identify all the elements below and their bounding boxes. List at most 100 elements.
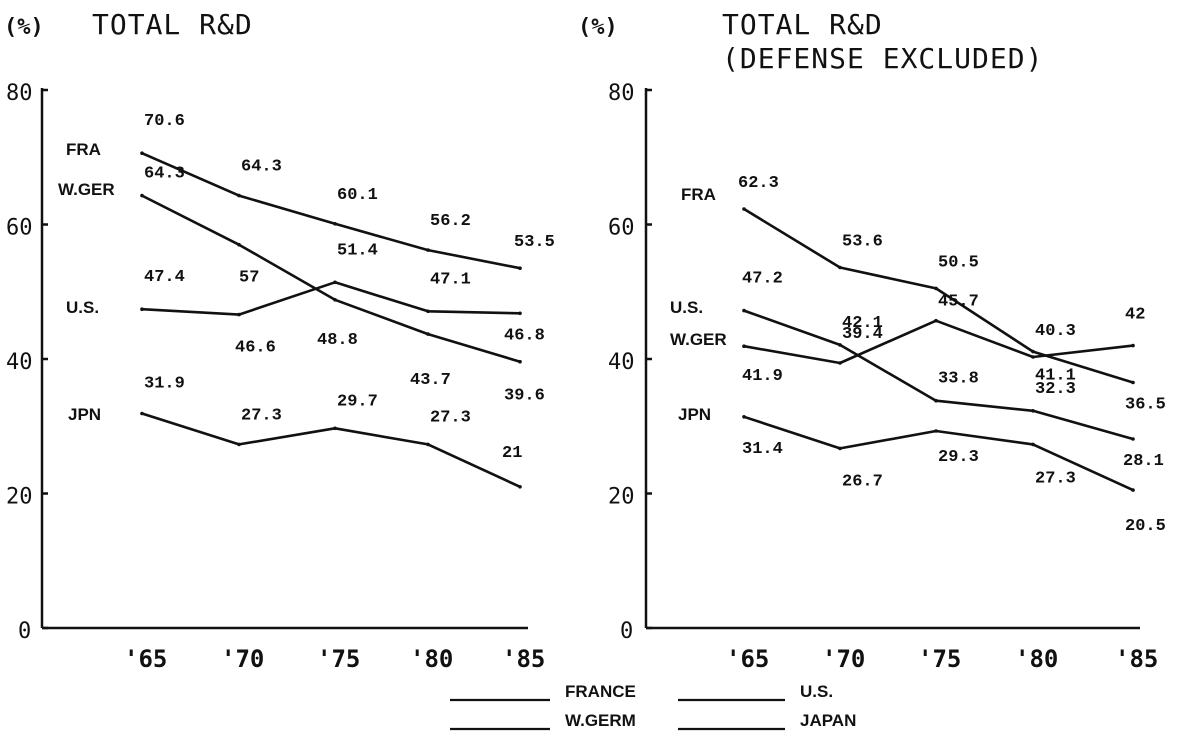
- right-data-point-fra: [838, 265, 842, 270]
- right-data-label-jpn: 29.3: [938, 448, 979, 467]
- right-y-tick-label: 40: [608, 350, 635, 375]
- right-x-tick-label: '75: [918, 645, 961, 673]
- left-data-label-fra: 64.3: [241, 158, 282, 177]
- left-data-label-u-s: 47.1: [430, 270, 471, 289]
- right-series-name-jpn: JPN: [678, 405, 711, 424]
- left-series-name-w-ger: W.GER: [58, 180, 115, 199]
- left-data-point-fra: [140, 151, 144, 155]
- right-data-point-fra: [1031, 349, 1035, 354]
- left-data-label-w-ger: 64.3: [144, 165, 185, 184]
- left-data-point-u-s: [518, 311, 522, 316]
- left-data-point-fra: [237, 193, 241, 198]
- right-data-point-jpn: [838, 446, 842, 451]
- right-data-label-u-s: 32.3: [1035, 380, 1076, 399]
- right-y-tick-label: 20: [608, 485, 635, 510]
- legend-label-japan: JAPAN: [800, 711, 856, 730]
- right-data-label-u-s: 28.1: [1123, 452, 1164, 471]
- legend-label-france: FRANCE: [565, 682, 636, 701]
- right-unit-label: (%): [578, 15, 618, 40]
- right-data-label-u-s: 47.2: [742, 270, 783, 289]
- right-data-label-fra: 53.6: [842, 233, 883, 252]
- right-data-label-w-ger: 41.9: [742, 367, 783, 386]
- left-x-tick-label: '85: [502, 645, 545, 673]
- left-series-name-fra: FRA: [66, 140, 101, 159]
- left-data-label-jpn: 31.9: [144, 374, 185, 393]
- right-data-point-w-ger: [1131, 343, 1135, 348]
- right-y-tick-label: 80: [608, 81, 635, 106]
- left-x-tick-label: '70: [221, 645, 264, 673]
- left-data-point-u-s: [140, 307, 144, 312]
- left-data-point-fra: [518, 266, 522, 271]
- left-data-label-jpn: 21: [502, 444, 522, 463]
- left-series-name-jpn: JPN: [68, 405, 101, 424]
- left-data-label-w-ger: 43.7: [410, 371, 451, 390]
- left-data-point-w-ger: [333, 298, 337, 302]
- left-data-label-w-ger: 57: [239, 269, 259, 288]
- left-data-point-u-s: [333, 280, 337, 285]
- right-data-label-fra: 36.5: [1125, 396, 1166, 415]
- right-data-point-u-s: [742, 308, 746, 313]
- right-data-point-w-ger: [1031, 355, 1035, 359]
- left-data-point-jpn: [333, 426, 337, 431]
- left-series-line-fra: [141, 152, 521, 270]
- right-data-label-jpn: 20.5: [1125, 517, 1166, 536]
- right-data-point-jpn: [934, 429, 938, 433]
- left-y-tick-label: 80: [6, 81, 33, 106]
- right-data-label-jpn: 27.3: [1035, 469, 1076, 488]
- right-data-label-u-s: 42.1: [842, 314, 883, 333]
- left-data-label-u-s: 46.8: [504, 326, 545, 345]
- right-data-point-u-s: [1031, 409, 1035, 413]
- right-data-point-u-s: [1131, 437, 1135, 441]
- right-data-label-w-ger: 42: [1125, 306, 1145, 325]
- left-y-tick-label: 20: [6, 485, 33, 510]
- left-y-tick-label: 0: [18, 619, 31, 644]
- left-data-label-jpn: 29.7: [337, 392, 378, 411]
- right-chart-title: TOTAL R&D: [722, 8, 883, 41]
- right-data-point-fra: [1131, 380, 1135, 385]
- right-data-label-fra: 50.5: [938, 253, 979, 272]
- right-data-point-jpn: [1131, 488, 1135, 492]
- right-series-name-w-ger: W.GER: [670, 330, 727, 349]
- right-data-label-w-ger: 40.3: [1035, 322, 1076, 341]
- left-data-point-jpn: [518, 485, 522, 489]
- left-data-label-jpn: 27.3: [241, 406, 282, 425]
- right-data-point-w-ger: [934, 318, 938, 323]
- left-data-label-fra: 53.5: [514, 233, 555, 252]
- right-series-name-u-s: U.S.: [670, 298, 703, 317]
- right-data-point-u-s: [838, 343, 842, 347]
- right-series-name-fra: FRA: [681, 185, 716, 204]
- right-y-tick-label: 60: [608, 216, 635, 241]
- right-data-label-jpn: 26.7: [842, 472, 883, 491]
- right-data-label-w-ger: 45.7: [938, 293, 979, 312]
- right-data-point-fra: [934, 286, 938, 291]
- left-data-label-fra: 70.6: [144, 112, 185, 131]
- right-data-point-jpn: [1031, 442, 1035, 447]
- left-data-point-w-ger: [140, 193, 144, 198]
- right-data-label-fra: 41.1: [1035, 367, 1076, 386]
- left-data-label-fra: 60.1: [337, 186, 378, 205]
- right-chart-subtitle: (DEFENSE EXCLUDED): [722, 42, 1043, 75]
- left-unit-label: (%): [4, 15, 44, 40]
- left-data-point-u-s: [426, 309, 430, 314]
- right-data-label-fra: 62.3: [738, 174, 779, 193]
- right-x-tick-label: '85: [1115, 645, 1158, 673]
- left-data-point-jpn: [237, 442, 241, 447]
- right-data-label-w-ger: 39.4: [842, 325, 883, 344]
- left-data-label-u-s: 47.4: [144, 268, 185, 287]
- left-data-label-u-s: 46.6: [235, 339, 276, 358]
- left-data-point-w-ger: [237, 242, 241, 247]
- left-data-label-w-ger: 39.6: [504, 387, 545, 406]
- left-x-tick-label: '65: [124, 645, 167, 673]
- right-data-point-jpn: [742, 415, 746, 419]
- legend-label-us: U.S.: [800, 682, 833, 701]
- left-x-tick-label: '75: [317, 645, 360, 673]
- left-data-label-jpn: 27.3: [430, 408, 471, 427]
- left-data-point-fra: [333, 222, 337, 226]
- left-y-tick-label: 40: [6, 350, 33, 375]
- left-data-point-fra: [426, 248, 430, 252]
- right-data-point-w-ger: [838, 361, 842, 365]
- right-x-tick-label: '80: [1015, 645, 1058, 673]
- right-x-tick-label: '65: [726, 645, 769, 673]
- left-data-label-u-s: 51.4: [337, 241, 378, 260]
